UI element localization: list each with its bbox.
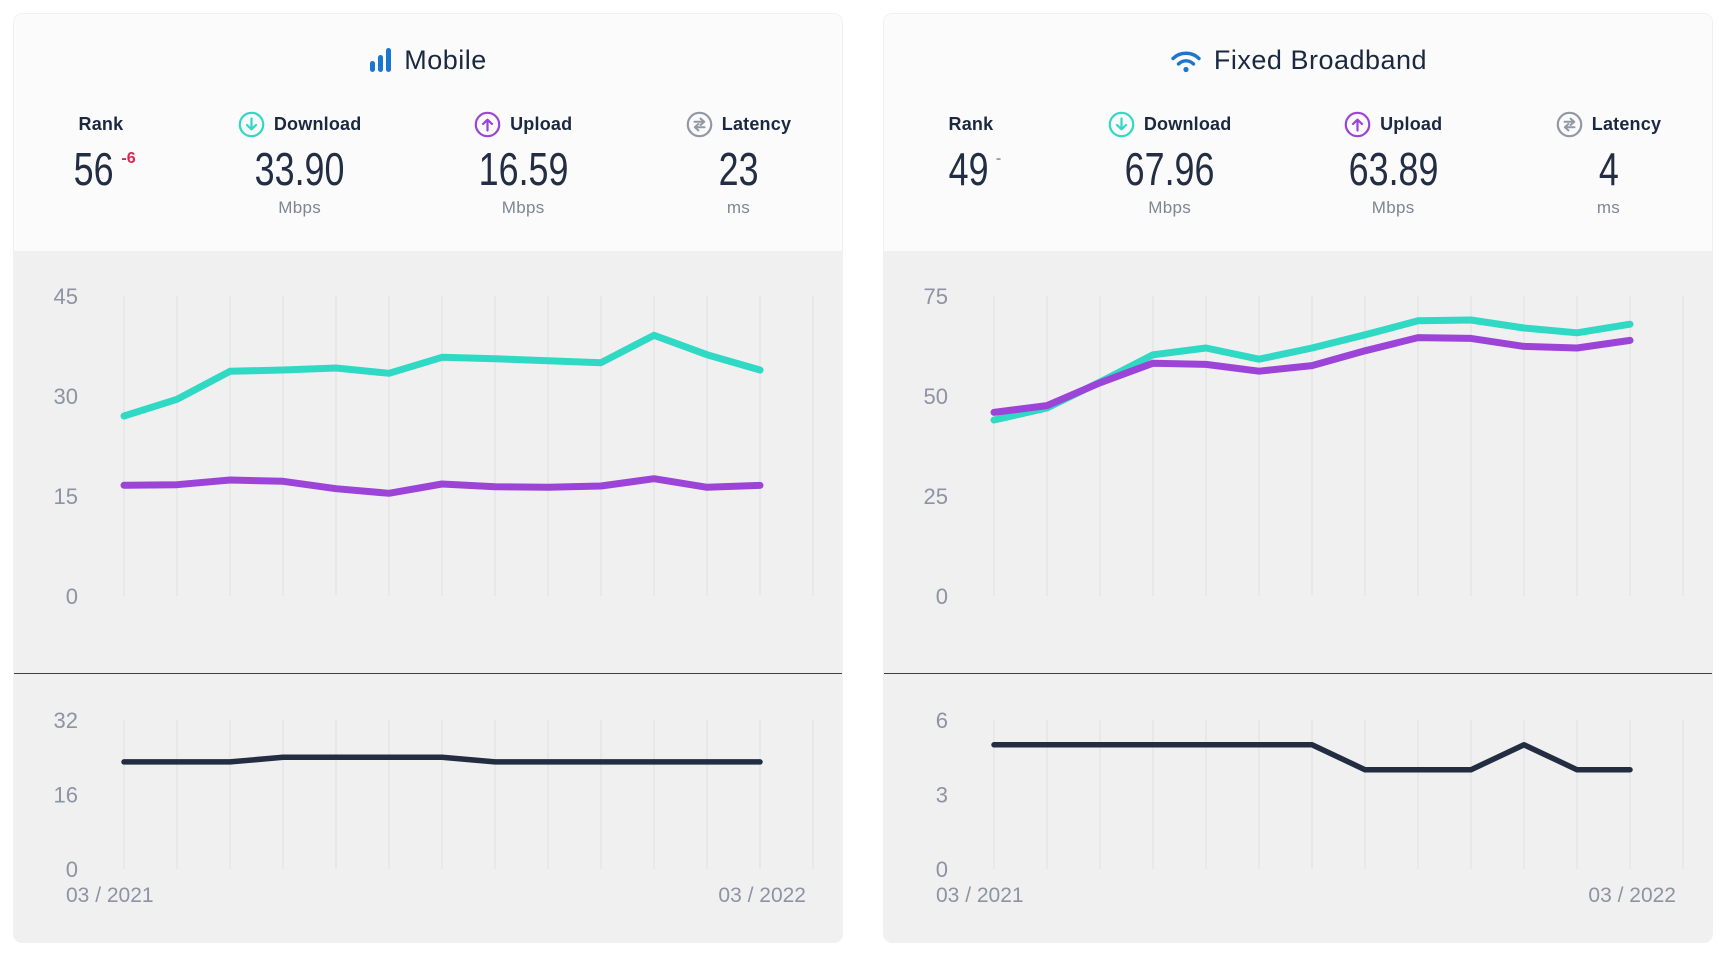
fixed-latency-chart: 0 3 6 03 / 2021 03 / 2022: [936, 708, 1684, 907]
mobile-signal-bars-icon: [369, 47, 393, 73]
download-value: 33.90: [254, 143, 345, 195]
svg-text:0: 0: [936, 584, 948, 609]
svg-text:6: 6: [936, 708, 948, 733]
mobile-panel: Mobile Rank 56 -6: [13, 13, 843, 943]
upload-unit: Mbps: [1371, 198, 1415, 217]
upload-arrow-icon: [1344, 111, 1371, 138]
upload-value: 16.59: [478, 143, 569, 195]
svg-text:0: 0: [936, 857, 948, 882]
rank-stat: Rank 56 -6: [14, 110, 188, 218]
chart-divider: [884, 673, 1712, 674]
download-label: Download: [1143, 113, 1232, 134]
svg-text:32: 32: [54, 708, 78, 733]
latency-stat: Latency 23 ms: [635, 110, 842, 218]
rank-label: Rank: [78, 113, 124, 134]
rank-value: 56: [73, 143, 114, 195]
fixed-broadband-panel: Fixed Broadband Rank 49-: [883, 13, 1713, 943]
latency-arrows-icon: [686, 111, 713, 138]
mobile-latency-chart: 0 16 32 03 / 2021 03 / 2022: [54, 708, 814, 907]
latency-unit: ms: [1596, 198, 1621, 217]
fixed-charts: 0 25 50 75 0 3 6 03 / 2021 03 / 2022: [884, 251, 1712, 942]
mobile-speed-chart: 0 15 30 45: [54, 284, 814, 609]
latency-label: Latency: [721, 113, 792, 134]
svg-text:15: 15: [54, 484, 78, 509]
rank-label: Rank: [948, 113, 994, 134]
rank-change-badge: -6: [121, 149, 136, 167]
latency-stat: Latency 4 ms: [1505, 110, 1712, 218]
rank-stat: Rank 49-: [884, 110, 1058, 218]
latency-value: 4: [1598, 143, 1619, 195]
svg-text:03 / 2022: 03 / 2022: [718, 884, 806, 907]
svg-text:25: 25: [924, 484, 948, 509]
panel-title: Mobile: [404, 44, 487, 75]
svg-text:3: 3: [936, 783, 948, 808]
svg-text:0: 0: [66, 584, 78, 609]
mobile-header: Mobile Rank 56 -6: [14, 14, 842, 251]
svg-text:16: 16: [54, 783, 78, 808]
upload-unit: Mbps: [501, 198, 545, 217]
rank-value: 49: [948, 143, 989, 195]
upload-value: 63.89: [1348, 143, 1439, 195]
download-unit: Mbps: [1148, 198, 1192, 217]
download-unit: Mbps: [278, 198, 322, 217]
rank-change-badge: -: [995, 149, 1002, 167]
latency-label: Latency: [1591, 113, 1662, 134]
download-stat: Download 67.96 Mbps: [1058, 110, 1282, 218]
svg-text:45: 45: [54, 284, 78, 309]
latency-value: 23: [718, 143, 759, 195]
svg-text:03 / 2021: 03 / 2021: [936, 884, 1024, 907]
panel-title: Fixed Broadband: [1213, 44, 1428, 75]
chart-divider: [14, 673, 842, 674]
svg-text:75: 75: [924, 284, 948, 309]
download-value: 67.96: [1124, 143, 1215, 195]
wifi-icon: [1169, 47, 1203, 74]
svg-text:03 / 2022: 03 / 2022: [1588, 884, 1676, 907]
download-stat: Download 33.90 Mbps: [188, 110, 412, 218]
svg-text:03 / 2021: 03 / 2021: [66, 884, 154, 907]
upload-arrow-icon: [474, 111, 501, 138]
download-arrow-icon: [1108, 111, 1135, 138]
svg-text:0: 0: [66, 857, 78, 882]
mobile-charts: 0 15 30 45 0 16 32 03 / 2021 03 / 2022: [14, 251, 842, 942]
latency-arrows-icon: [1556, 111, 1583, 138]
latency-unit: ms: [726, 198, 751, 217]
fixed-header: Fixed Broadband Rank 49-: [884, 14, 1712, 251]
fixed-speed-chart: 0 25 50 75: [924, 284, 1684, 609]
upload-label: Upload: [1380, 113, 1443, 134]
upload-stat: Upload 63.89 Mbps: [1281, 110, 1505, 218]
upload-label: Upload: [510, 113, 573, 134]
svg-text:50: 50: [924, 384, 948, 409]
svg-text:30: 30: [54, 384, 78, 409]
download-arrow-icon: [238, 111, 265, 138]
upload-stat: Upload 16.59 Mbps: [411, 110, 635, 218]
download-label: Download: [273, 113, 362, 134]
